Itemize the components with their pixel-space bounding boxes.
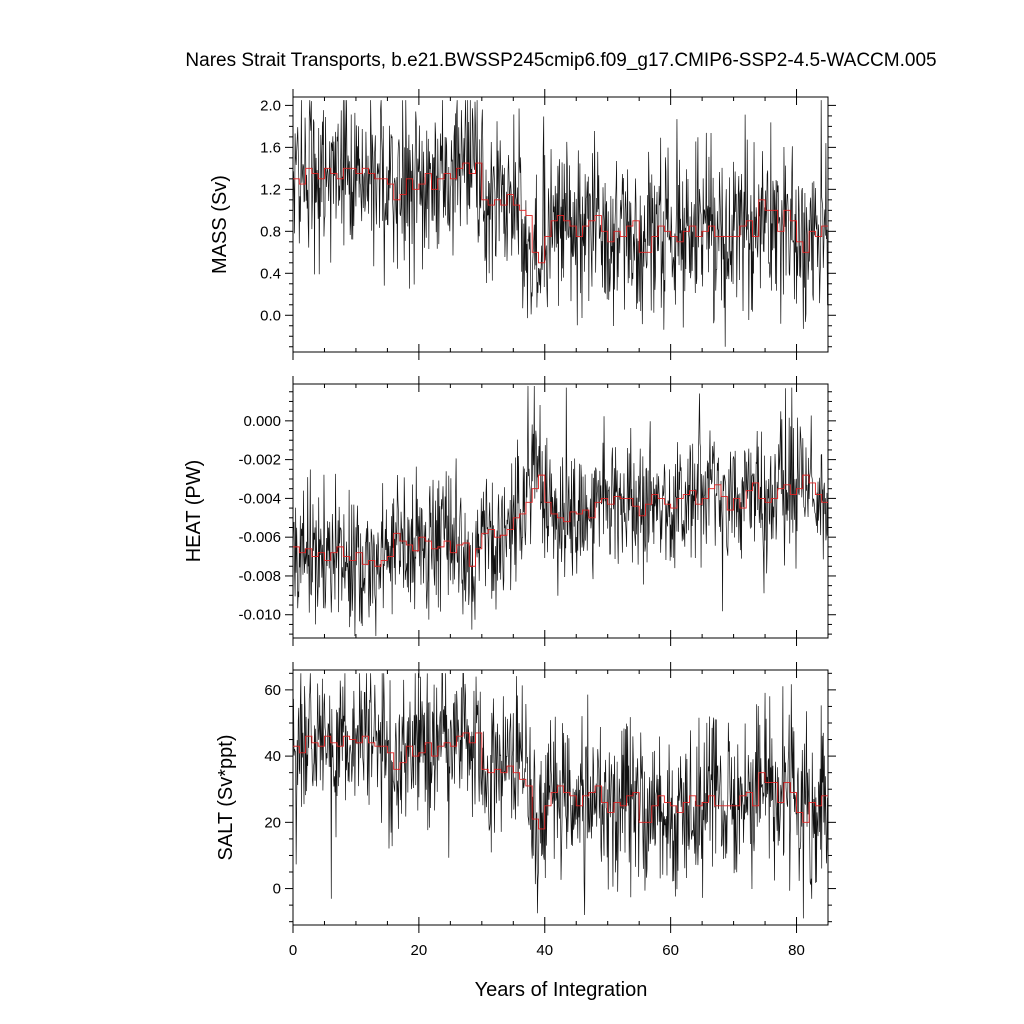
heat-annual-mean-series bbox=[293, 474, 828, 567]
y-tick-label: -0.008 bbox=[238, 568, 281, 585]
salt-annual-mean-series bbox=[293, 732, 828, 830]
y-tick-label: 20 bbox=[264, 814, 281, 831]
heat-monthly-series bbox=[293, 385, 828, 637]
y-tick-label: 1.2 bbox=[260, 181, 281, 198]
y-tick-label: -0.010 bbox=[238, 607, 281, 624]
y-tick-label: 40 bbox=[264, 748, 281, 765]
x-axis-title: Years of Integration bbox=[475, 979, 648, 1001]
y-tick-label: 2.0 bbox=[260, 97, 281, 114]
y-tick-label: 60 bbox=[264, 682, 281, 699]
y-tick-label: -0.002 bbox=[238, 452, 281, 469]
mass-monthly-series bbox=[293, 100, 828, 347]
salt-monthly-series bbox=[293, 672, 828, 919]
y-tick-label: 0 bbox=[273, 881, 281, 898]
salt-plot-frame bbox=[292, 669, 829, 926]
y-tick-label: 0.0 bbox=[260, 307, 281, 324]
x-tick-label: 0 bbox=[289, 942, 297, 959]
heat-panel: -0.010 -0.008 -0.006 -0.004 -0.002 0.000 HEAT … bbox=[183, 376, 836, 646]
y-tick-label: -0.006 bbox=[238, 529, 281, 546]
x-tick-label: 60 bbox=[662, 942, 679, 959]
figure-title: Nares Strait Transports, b.e21.BWSSP245c… bbox=[185, 50, 936, 71]
mass-annual-mean-series bbox=[293, 162, 828, 264]
mass-panel: 0.0 0.4 0.8 1.2 1.6 2.0 MASS (Sv) bbox=[209, 89, 836, 360]
y-tick-label: 0.4 bbox=[260, 265, 281, 282]
y-tick-label: 1.6 bbox=[260, 139, 281, 156]
y-tick-label: 0.000 bbox=[243, 413, 281, 430]
x-tick-label: 80 bbox=[788, 942, 805, 959]
salt-axis-title: SALT (Sv*ppt) bbox=[215, 735, 237, 861]
mass-axis-title: MASS (Sv) bbox=[209, 175, 231, 274]
y-tick-label: 0.8 bbox=[260, 223, 281, 240]
x-tick-label: 40 bbox=[536, 942, 553, 959]
x-tick-label: 20 bbox=[411, 942, 428, 959]
heat-axis-title: HEAT (PW) bbox=[183, 460, 205, 563]
salt-panel: 0 20 40 60 80 0 20 40 60 SALT (Sv*ppt) bbox=[215, 662, 836, 959]
y-tick-label: -0.004 bbox=[238, 490, 281, 507]
